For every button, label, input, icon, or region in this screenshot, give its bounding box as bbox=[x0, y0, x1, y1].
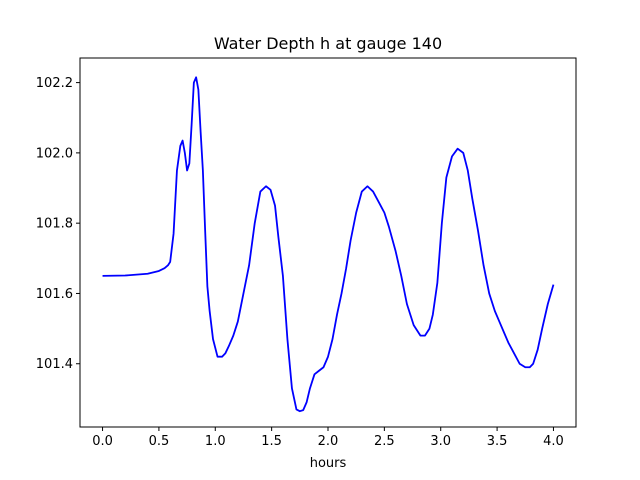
x-axis-label: hours bbox=[310, 456, 347, 471]
series-line-0 bbox=[102, 76, 555, 413]
y-tick-label: 102.2 bbox=[36, 76, 73, 91]
x-tick-label: 4.0 bbox=[543, 434, 564, 449]
x-tick-label: 0.0 bbox=[92, 434, 113, 449]
x-tick-label: 1.0 bbox=[205, 434, 226, 449]
x-tick-label: 0.5 bbox=[149, 434, 170, 449]
chart-title: Water Depth h at gauge 140 bbox=[214, 34, 442, 53]
x-tick-label: 3.5 bbox=[487, 434, 508, 449]
x-tick-label: 2.5 bbox=[374, 434, 395, 449]
y-tick-label: 101.6 bbox=[36, 287, 73, 302]
x-axis-ticks: 0.0 0.5 1.0 1.5 2.0 2.5 3.0 3.5 4.0 bbox=[92, 427, 564, 449]
y-axis-ticks: 101.4 101.6 101.8 102.0 102.2 bbox=[36, 76, 80, 372]
x-tick-label: 1.5 bbox=[261, 434, 282, 449]
x-tick-label: 3.0 bbox=[430, 434, 451, 449]
axes-frame bbox=[79, 57, 577, 428]
y-tick-label: 102.0 bbox=[36, 146, 73, 161]
y-tick-label: 101.8 bbox=[36, 217, 73, 232]
y-tick-label: 101.4 bbox=[36, 357, 73, 372]
plot-area bbox=[102, 76, 555, 413]
x-tick-label: 2.0 bbox=[318, 434, 339, 449]
